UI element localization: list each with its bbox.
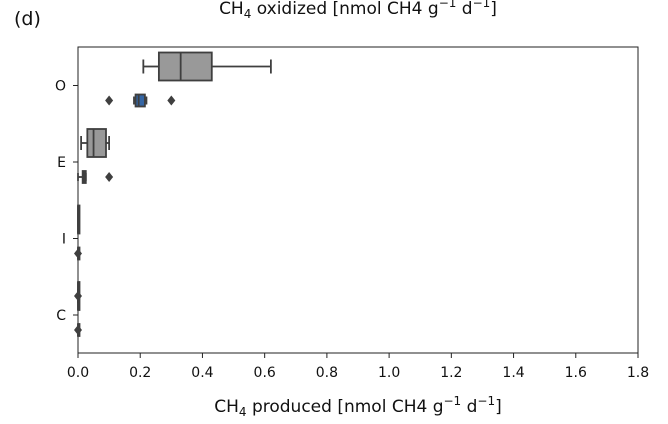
x-tick-label: 0.8 — [316, 365, 338, 381]
y-tick-label: I — [62, 232, 66, 248]
oxidized-box-O — [142, 51, 272, 82]
plot-frame — [77, 46, 639, 354]
x-tick-label: 1.0 — [378, 365, 400, 381]
box — [86, 128, 107, 158]
produced-box-I — [74, 246, 82, 261]
chart-title: CH4 oxidized [nmol CH4 g−1 d−1] — [219, 0, 497, 21]
y-tick-label: E — [57, 155, 66, 171]
outlier-point — [74, 248, 82, 259]
x-tick-label: 1.8 — [627, 365, 649, 381]
x-tick-label: 1.4 — [502, 365, 524, 381]
box — [157, 51, 213, 82]
oxidized-box-I — [77, 204, 81, 235]
x-tick-label: 0.4 — [191, 365, 213, 381]
produced-box-O — [105, 93, 176, 108]
x-axis-label: CH4 produced [nmol CH4 g−1 d−1] — [214, 394, 501, 419]
x-tick-label: 1.6 — [565, 365, 587, 381]
oxidized-box-E — [80, 128, 111, 158]
x-tick-label: 0.6 — [254, 365, 276, 381]
oxidized-box-C — [74, 281, 82, 311]
box — [134, 93, 146, 108]
outlier-point — [74, 325, 82, 335]
outlier-point — [105, 172, 114, 182]
y-tick-label: C — [56, 308, 66, 324]
x-tick-label: 1.2 — [440, 365, 462, 381]
produced-box-E — [77, 170, 114, 184]
y-tick-label: O — [55, 79, 66, 95]
produced-box-C — [74, 323, 82, 337]
panel-label: (d) — [14, 8, 41, 30]
outlier-point — [105, 95, 114, 106]
outlier-point — [74, 291, 82, 301]
outlier-point — [167, 95, 176, 106]
x-tick-label: 0.2 — [129, 365, 151, 381]
x-tick-label: 0.0 — [67, 365, 89, 381]
